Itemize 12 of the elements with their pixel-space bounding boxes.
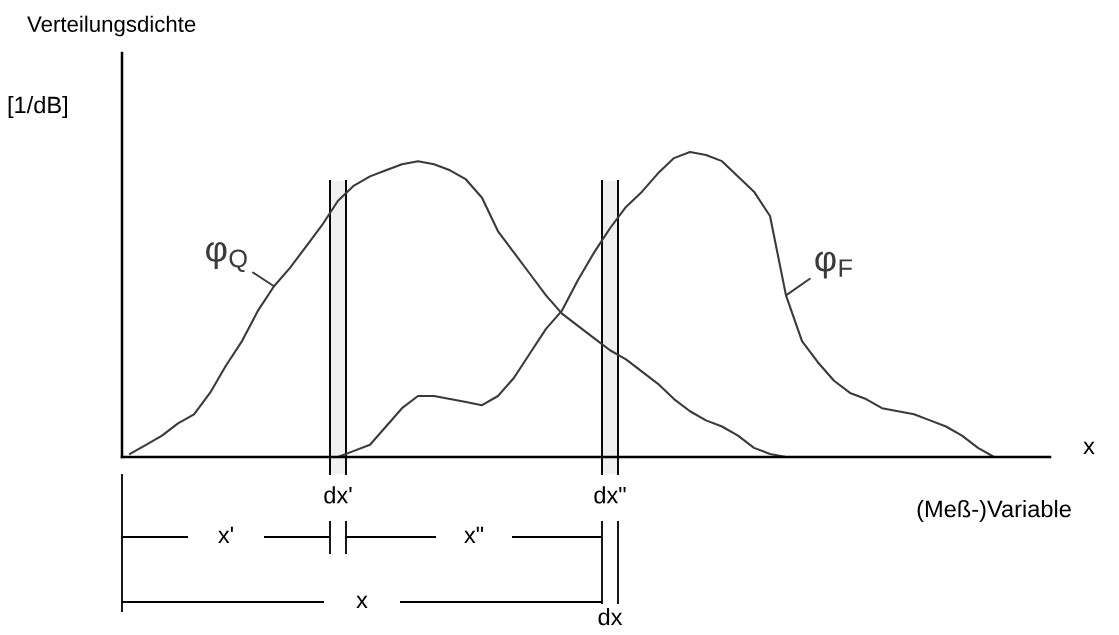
- text: [1/dB]: [8, 96, 68, 118]
- legend-label: φ$_{F}$: [815, 251, 852, 279]
- text: x: [356, 595, 368, 609]
- text: x": [464, 526, 484, 544]
- text: x: [1083, 441, 1095, 455]
- x-axis-title: (Meß-)Variable: [917, 499, 1071, 522]
- series-label: φ$_{Q}$: [206, 241, 247, 272]
- text: x': [218, 526, 233, 544]
- x-tick-label: dx": [594, 486, 626, 504]
- text: dx: [598, 607, 623, 626]
- text: Verteilungsdichte: [27, 15, 196, 37]
- x-tick-label: dx': [324, 486, 352, 504]
